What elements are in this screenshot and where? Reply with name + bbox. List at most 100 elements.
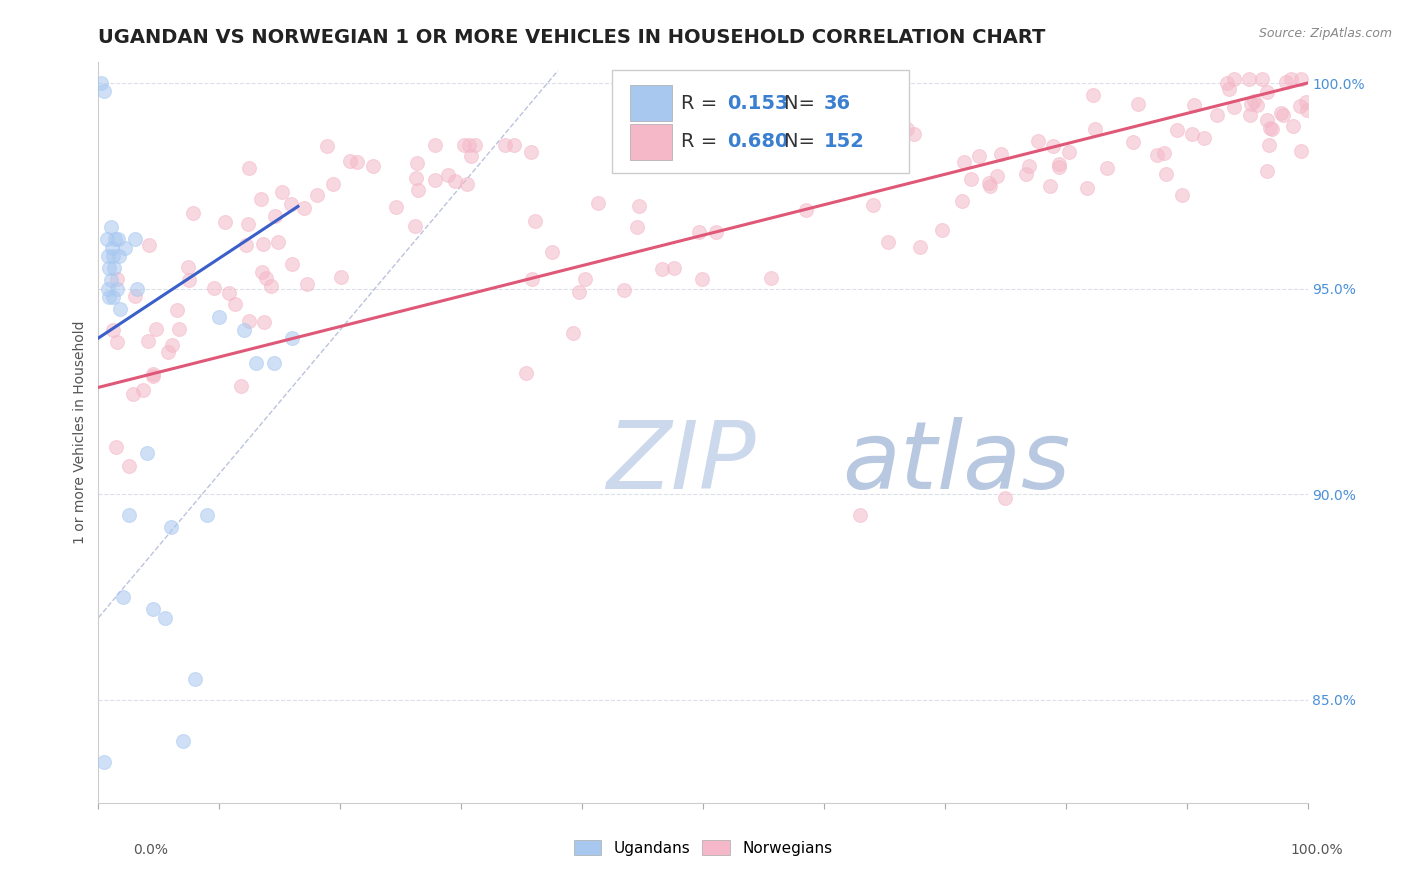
Point <box>1289 99 1312 113</box>
Point <box>114 241 136 255</box>
Point <box>877 235 900 249</box>
Point <box>224 296 246 310</box>
Point <box>93 755 115 769</box>
Point <box>100 273 122 287</box>
Point <box>761 271 783 285</box>
Point <box>93 84 115 98</box>
Text: R =: R = <box>682 94 724 112</box>
Point <box>160 338 183 352</box>
Point <box>502 137 524 152</box>
Point <box>768 134 790 148</box>
Point <box>458 137 481 152</box>
Point <box>153 611 176 625</box>
Point <box>515 366 537 380</box>
Point <box>179 273 201 287</box>
Point <box>406 183 429 197</box>
Point <box>931 223 953 237</box>
Point <box>263 210 285 224</box>
Point <box>214 215 236 229</box>
Point <box>124 289 146 303</box>
FancyBboxPatch shape <box>613 70 908 173</box>
Point <box>181 205 204 219</box>
Point <box>977 177 1000 191</box>
Point <box>540 245 562 260</box>
Point <box>195 508 218 522</box>
Text: atlas: atlas <box>842 417 1070 508</box>
Point <box>1223 71 1246 86</box>
Point <box>1076 180 1098 194</box>
Point <box>1256 85 1278 99</box>
Point <box>405 156 427 170</box>
Point <box>238 161 260 175</box>
Point <box>1272 107 1295 121</box>
Point <box>1128 97 1150 112</box>
Point <box>453 137 475 152</box>
Point <box>138 238 160 252</box>
Point <box>1289 144 1312 158</box>
Point <box>896 122 918 136</box>
Point <box>1295 95 1317 109</box>
Point <box>425 137 447 152</box>
Point <box>688 225 710 239</box>
Point <box>1042 138 1064 153</box>
Point <box>250 265 273 279</box>
Point <box>172 734 194 748</box>
Text: UGANDAN VS NORWEGIAN 1 OR MORE VEHICLES IN HOUSEHOLD CORRELATION CHART: UGANDAN VS NORWEGIAN 1 OR MORE VEHICLES … <box>98 28 1046 47</box>
Point <box>1258 120 1281 135</box>
Text: 0.153: 0.153 <box>727 94 789 112</box>
Point <box>1275 75 1298 89</box>
Text: 36: 36 <box>824 94 851 112</box>
Point <box>166 302 188 317</box>
Point <box>385 200 408 214</box>
Point <box>1258 138 1281 153</box>
Point <box>105 334 128 349</box>
Point <box>98 261 121 276</box>
Point <box>167 322 190 336</box>
Point <box>1026 134 1049 148</box>
Point <box>253 315 276 329</box>
Point <box>142 602 165 616</box>
Point <box>1122 136 1144 150</box>
Point <box>1170 187 1192 202</box>
Point <box>733 136 755 151</box>
Point <box>1256 164 1278 178</box>
Point <box>208 310 231 325</box>
Point <box>1057 145 1080 159</box>
Point <box>98 290 121 304</box>
Point <box>142 368 165 383</box>
Point <box>568 285 591 299</box>
Point <box>1256 113 1278 128</box>
Point <box>456 177 478 191</box>
Point <box>105 440 128 454</box>
Point <box>235 238 257 252</box>
Point <box>986 169 1008 183</box>
Point <box>136 334 159 349</box>
Point <box>156 345 179 359</box>
Text: N=: N= <box>785 132 821 151</box>
Text: ZIP: ZIP <box>606 417 756 508</box>
Point <box>176 260 198 275</box>
Text: N=: N= <box>785 94 821 112</box>
Text: 0.0%: 0.0% <box>134 843 169 857</box>
Point <box>254 270 277 285</box>
Point <box>880 146 903 161</box>
Point <box>100 219 122 234</box>
Point <box>260 279 283 293</box>
Point <box>97 282 120 296</box>
Text: 0.680: 0.680 <box>727 132 789 151</box>
FancyBboxPatch shape <box>630 123 672 160</box>
Point <box>588 195 610 210</box>
Point <box>837 117 859 131</box>
Point <box>1018 159 1040 173</box>
Point <box>1047 160 1070 174</box>
Point <box>329 269 352 284</box>
Point <box>132 383 155 397</box>
Point <box>990 146 1012 161</box>
Point <box>322 177 344 191</box>
Point <box>245 356 267 370</box>
Point <box>105 272 128 286</box>
Point <box>994 491 1017 506</box>
Point <box>806 140 828 154</box>
Point <box>127 282 149 296</box>
Point <box>104 232 127 246</box>
